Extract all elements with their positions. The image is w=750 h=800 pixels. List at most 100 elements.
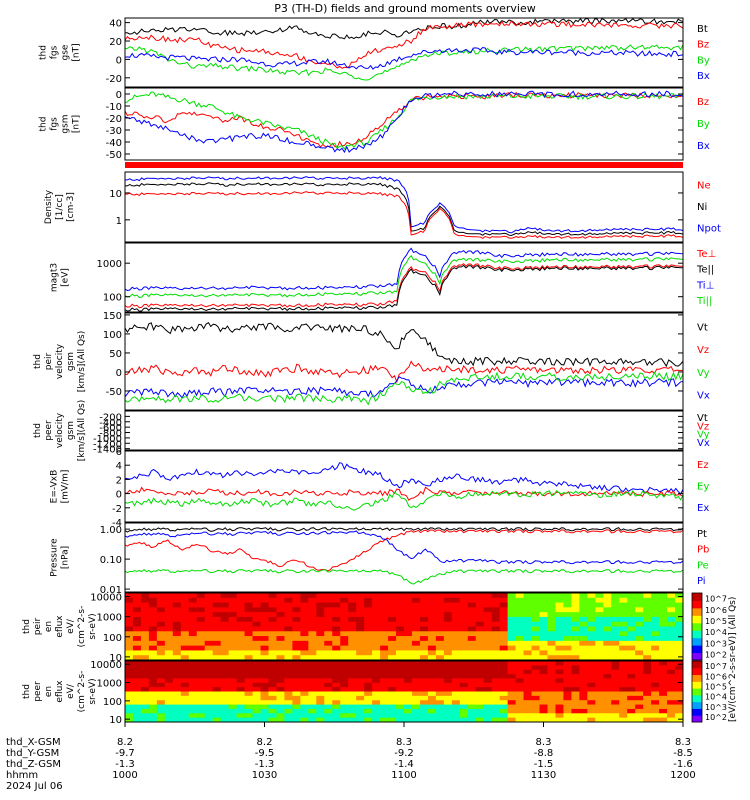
spectrogram-cell bbox=[539, 616, 548, 623]
panel-frame bbox=[124, 17, 684, 88]
spectrogram-cell bbox=[595, 607, 604, 613]
colorbar-tick-label: 10^7 bbox=[705, 595, 727, 604]
spectrogram-cell bbox=[125, 631, 134, 637]
separator-band bbox=[125, 162, 683, 168]
spectrogram-cell bbox=[579, 607, 588, 613]
spectrogram-cell bbox=[523, 655, 533, 661]
spectrogram-cell bbox=[627, 678, 636, 684]
spectrogram-cell bbox=[356, 713, 365, 719]
spectrogram-cell bbox=[563, 674, 572, 679]
spectrogram-cell bbox=[140, 665, 150, 671]
spectrogram-cell bbox=[459, 695, 469, 701]
spectrogram-cell bbox=[579, 626, 588, 632]
spectrogram-cell bbox=[619, 621, 628, 627]
colorbar-segment bbox=[692, 688, 702, 696]
spectrogram-cell bbox=[531, 661, 541, 666]
spectrogram-cell bbox=[196, 621, 206, 627]
spectrogram-cell bbox=[244, 650, 254, 656]
spectrogram-cell bbox=[579, 593, 588, 599]
spectrogram-cell bbox=[595, 626, 604, 632]
series-line-green bbox=[124, 91, 684, 150]
spectrogram-cell bbox=[587, 682, 596, 688]
spectrogram-cell bbox=[411, 674, 421, 679]
spectrogram-cell bbox=[603, 636, 612, 642]
spectrogram-cell bbox=[196, 708, 206, 714]
legend-entry: Ez bbox=[697, 460, 709, 471]
spectrogram-cell bbox=[308, 631, 317, 637]
spectrogram-cell bbox=[515, 665, 525, 671]
spectrogram-cell bbox=[667, 636, 676, 642]
spectrogram-cell bbox=[300, 665, 309, 671]
spectrogram-cell bbox=[435, 695, 445, 701]
spectrogram-cell bbox=[260, 650, 269, 656]
spectrogram-cell bbox=[595, 661, 604, 666]
spectrogram-cell bbox=[316, 650, 325, 656]
spectrogram-cell bbox=[619, 695, 628, 701]
spectrogram-cell bbox=[643, 607, 652, 613]
spectrogram-cell bbox=[148, 612, 158, 618]
y-tick-label: 1000 bbox=[97, 613, 122, 624]
spectrogram-cell bbox=[603, 691, 612, 697]
y-tick-label: -1400 bbox=[93, 445, 122, 456]
spectrogram-cell bbox=[204, 674, 214, 679]
spectrogram-cell bbox=[125, 704, 134, 710]
spectrogram-cell bbox=[268, 695, 277, 701]
spectrogram-cell bbox=[404, 631, 413, 637]
spectrogram-cell bbox=[212, 691, 222, 697]
y-axis-label: en bbox=[44, 621, 54, 632]
spectrogram-cell bbox=[380, 700, 389, 706]
spectrogram-cell bbox=[499, 674, 509, 679]
spectrogram-cell bbox=[388, 682, 397, 688]
spectrogram-cell bbox=[451, 607, 461, 613]
spectrogram-cell bbox=[579, 687, 588, 692]
spectrogram-cell bbox=[244, 682, 254, 688]
spectrogram-cell bbox=[380, 695, 389, 701]
spectrogram-cell bbox=[292, 597, 301, 604]
spectrogram-cell bbox=[547, 669, 556, 675]
spectrogram-cell bbox=[635, 704, 644, 710]
spectrogram-cell bbox=[220, 655, 230, 661]
y-axis-label: (cm^2-s- bbox=[77, 606, 87, 648]
colorbar-segment bbox=[692, 661, 702, 669]
spectrogram-cell bbox=[627, 695, 636, 701]
spectrogram-cell bbox=[539, 661, 548, 666]
spectrogram-cell bbox=[579, 695, 588, 701]
spectrogram-cell bbox=[459, 678, 469, 684]
spectrogram-cell bbox=[364, 640, 373, 647]
spectrogram-cell bbox=[180, 612, 190, 618]
spectrogram-cell bbox=[172, 602, 182, 608]
spectrogram-cell bbox=[372, 655, 381, 661]
spectrogram-cell bbox=[340, 636, 349, 642]
spectrogram-cell bbox=[228, 616, 238, 623]
spectrogram-cell bbox=[435, 650, 445, 656]
spectrogram-cell bbox=[132, 612, 142, 618]
series-line-black bbox=[124, 264, 684, 312]
spectrogram-cell bbox=[467, 708, 477, 714]
spectrogram-cell bbox=[180, 631, 190, 637]
spectrogram-cell bbox=[172, 682, 182, 688]
spectrogram-cell bbox=[260, 655, 269, 661]
spectrogram-cell bbox=[396, 665, 405, 671]
spectrogram-cell bbox=[675, 717, 684, 723]
spectrogram-cell bbox=[228, 607, 238, 613]
spectrogram-cell bbox=[340, 669, 349, 675]
spectrogram-cell bbox=[204, 593, 214, 599]
spectrogram-cell bbox=[308, 602, 317, 608]
spectrogram-cell bbox=[571, 612, 580, 618]
spectrogram-cell bbox=[603, 612, 612, 618]
spectrogram-cell bbox=[308, 607, 317, 613]
spectrogram-cell bbox=[523, 593, 533, 599]
spectrogram-cell bbox=[340, 621, 349, 627]
spectrogram-cell bbox=[316, 669, 325, 675]
spectrogram-cell bbox=[260, 678, 269, 684]
legend-entry: Ey bbox=[697, 482, 709, 493]
spectrogram-cell bbox=[268, 631, 277, 637]
spectrogram-cell bbox=[499, 687, 509, 692]
spectrogram-cell bbox=[451, 645, 461, 651]
spectrogram-cell bbox=[491, 674, 501, 679]
spectrogram-cell bbox=[419, 717, 429, 723]
spectrogram-cell bbox=[539, 597, 548, 604]
spectrogram-cell bbox=[180, 713, 190, 719]
spectrogram-cell bbox=[459, 602, 469, 608]
spectrogram-cell bbox=[475, 674, 485, 679]
